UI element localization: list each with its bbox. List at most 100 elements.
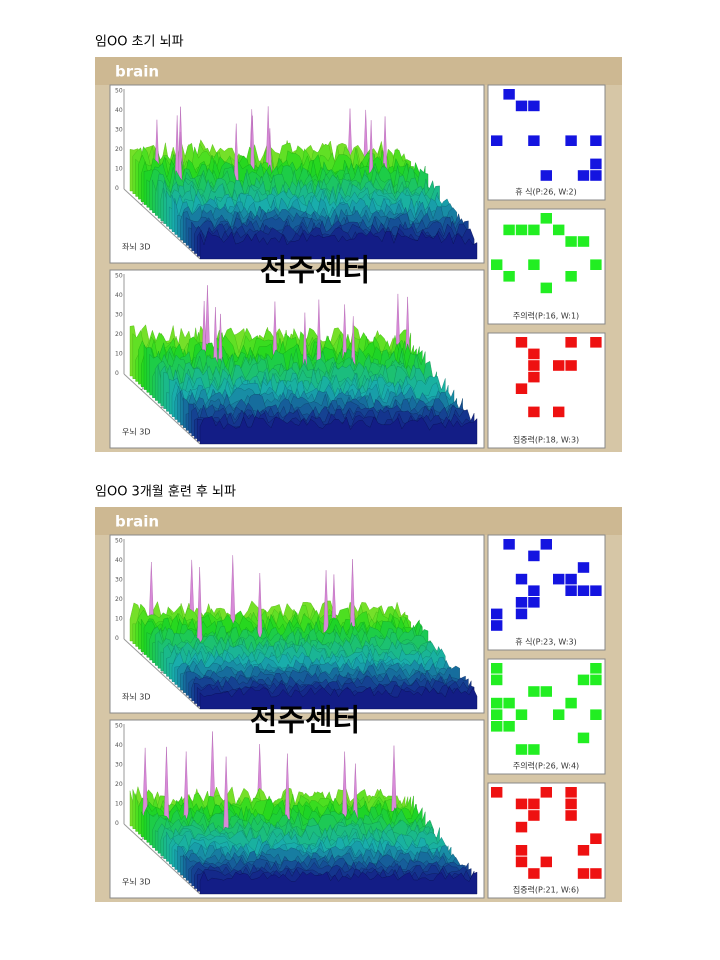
grid-cell (590, 337, 602, 348)
grid-frame (487, 332, 606, 449)
grid-cell (590, 709, 602, 720)
z-tick-label: 0 (115, 185, 119, 192)
grid-frame (487, 782, 606, 899)
grid-cell (553, 709, 565, 720)
grid-cell (553, 573, 565, 585)
depth-tick-label: 3 (140, 200, 144, 207)
grid-cell (528, 371, 540, 383)
grid-cell (540, 856, 552, 868)
grid-cell (515, 383, 528, 394)
z-tick-label: 10 (115, 166, 123, 173)
plot-panel: 50403020100312182860 Sec30 Sec우뇌 3D (109, 719, 485, 899)
grid-cell (590, 135, 602, 146)
grid-cell (540, 686, 552, 697)
z-tick-label: 10 (115, 801, 123, 808)
grid-cell (491, 721, 503, 732)
grid-cell (577, 674, 590, 686)
grid-cell (590, 868, 602, 879)
grid-cell (565, 135, 577, 146)
z-tick-label: 20 (115, 331, 123, 338)
grid-label: 집중력(P:18, W:3) (513, 435, 579, 445)
grid-cell (528, 686, 540, 697)
grid-frame (487, 84, 606, 201)
grid-label: 집중력(P:21, W:6) (513, 885, 579, 895)
grid-cell (540, 170, 552, 181)
surface-row (199, 416, 478, 445)
caption: 임OO 3개월 훈련 후 뇌파 (95, 485, 236, 500)
z-tick-label: 50 (115, 723, 123, 730)
grid-cell (515, 845, 528, 856)
grid-cell (565, 585, 577, 596)
grid-cell (515, 709, 528, 720)
z-tick-label: 10 (115, 351, 123, 358)
header-band (95, 57, 622, 85)
depth-axis (123, 188, 201, 260)
grid-label: 주의력(P:26, W:4) (513, 761, 579, 771)
grid-cell (577, 170, 590, 181)
grid-cell (565, 697, 577, 709)
grid-cell (528, 259, 540, 270)
grid-cell (503, 224, 515, 236)
z-tick-label: 30 (115, 127, 123, 134)
grid-cell (528, 406, 540, 418)
plot-panel: 50403020100312182860 Sec30 Sec좌뇌 3D (109, 84, 485, 264)
grid-label: 주의력(P:16, W:1) (513, 311, 579, 321)
grid-cell (577, 236, 590, 247)
grid-cell (503, 721, 515, 732)
grid-cell (515, 573, 528, 585)
grid-cell (515, 100, 528, 112)
grid-cell (491, 787, 503, 798)
z-tick-label: 30 (115, 312, 123, 319)
grid-cell (515, 608, 528, 620)
grid-cell (590, 170, 602, 181)
grid-cell (590, 158, 602, 170)
surface-row (199, 230, 478, 260)
grid-cell (590, 674, 602, 686)
watermark: 전주센터 (250, 704, 360, 739)
depth-tick-label: 3 (140, 385, 144, 392)
grid-cell (503, 271, 515, 282)
grid-cell (528, 360, 540, 371)
grid-cell (528, 550, 540, 562)
grid-cell (491, 697, 503, 709)
plot-label: 우뇌 3D (122, 878, 151, 887)
plot-panel: 50403020100312182860 Sec30 Sec좌뇌 3D (109, 534, 485, 714)
grid-cell (528, 135, 540, 146)
z-tick-label: 20 (115, 596, 123, 603)
grid-cell (565, 337, 577, 348)
z-tick-label: 50 (115, 88, 123, 95)
grid-cell (528, 224, 540, 236)
z-tick-label: 40 (115, 292, 123, 299)
grid-cell (528, 585, 540, 596)
plot-panel: 50403020100312182860 Sec30 Sec우뇌 3D (109, 269, 485, 449)
section: 임OO 초기 뇌파brain50403020100312182860 Sec30… (95, 35, 622, 452)
grid-cell (553, 406, 565, 418)
surface-row (199, 871, 478, 895)
grid-cell (503, 697, 515, 709)
grid-cell (515, 224, 528, 236)
grid-cell (590, 833, 602, 844)
z-tick-label: 0 (115, 370, 119, 377)
z-tick-label: 40 (115, 107, 123, 114)
grid-cell (577, 562, 590, 573)
z-tick-label: 50 (115, 538, 123, 545)
grid-cell (590, 259, 602, 270)
depth-tick-label: 3 (140, 835, 144, 842)
z-tick-label: 40 (115, 742, 123, 749)
grid-cell (590, 663, 602, 674)
section: 임OO 3개월 훈련 후 뇌파brain50403020100312182860… (95, 485, 622, 902)
grid-cell (577, 845, 590, 856)
watermark: 전주센터 (260, 254, 370, 289)
grid-cell (528, 597, 540, 608)
grid-cell (528, 348, 540, 360)
grid-cell (515, 597, 528, 608)
grid-cell (565, 236, 577, 247)
z-tick-label: 20 (115, 781, 123, 788)
plot-label: 우뇌 3D (122, 428, 151, 437)
grid-cell (503, 89, 515, 100)
grid-cell (528, 868, 540, 879)
z-tick-label: 0 (115, 820, 119, 827)
z-tick-label: 30 (115, 762, 123, 769)
grid-cell (565, 810, 577, 821)
